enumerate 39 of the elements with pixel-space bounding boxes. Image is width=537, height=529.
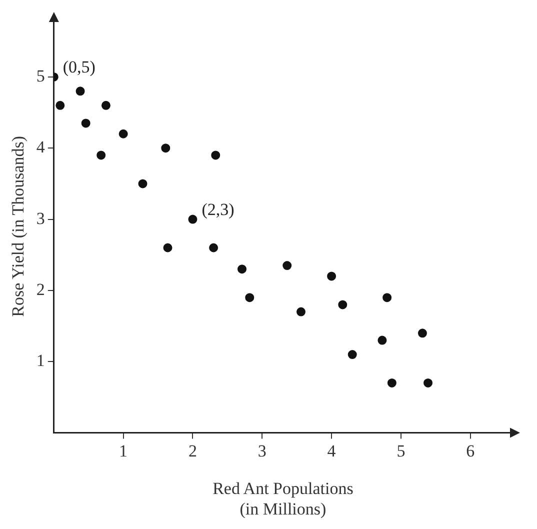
point xyxy=(282,261,292,270)
point xyxy=(245,293,254,302)
point xyxy=(188,214,198,224)
point xyxy=(238,264,246,274)
point xyxy=(56,100,65,110)
point xyxy=(378,336,387,345)
point xyxy=(382,293,392,302)
point xyxy=(101,100,110,110)
x-axis-title: Red Ant Populations (in Millions) xyxy=(212,478,354,518)
point xyxy=(96,150,106,160)
point xyxy=(118,129,128,138)
point xyxy=(418,328,427,338)
point xyxy=(76,86,85,96)
y-tick-label: 2 xyxy=(36,280,45,299)
point xyxy=(81,118,90,128)
point xyxy=(138,179,148,188)
point xyxy=(338,300,348,310)
point xyxy=(348,350,357,360)
x-tick-label: 4 xyxy=(327,441,336,460)
y-tick-label: 1 xyxy=(36,351,45,370)
x-tick-label: 6 xyxy=(466,441,475,460)
x-tick-label: 3 xyxy=(258,441,266,460)
x-tick-label: 1 xyxy=(119,441,128,460)
annotation: (0,5) xyxy=(62,57,96,76)
x-tick-label: 5 xyxy=(396,441,406,460)
y-tick-label: 4 xyxy=(36,138,46,157)
x-tick-label: 2 xyxy=(188,441,197,460)
annotation: (2,3) xyxy=(202,200,234,219)
y-axis-title: Rose Yield (in Thousands) xyxy=(8,136,28,317)
y-tick-label: 5 xyxy=(36,66,45,86)
point xyxy=(296,307,306,316)
point xyxy=(163,243,172,252)
point xyxy=(424,378,433,388)
point xyxy=(209,243,218,252)
point xyxy=(161,144,170,153)
y-tick-label: 3 xyxy=(36,208,45,228)
point xyxy=(211,150,220,160)
point xyxy=(327,272,336,281)
point xyxy=(387,378,396,388)
